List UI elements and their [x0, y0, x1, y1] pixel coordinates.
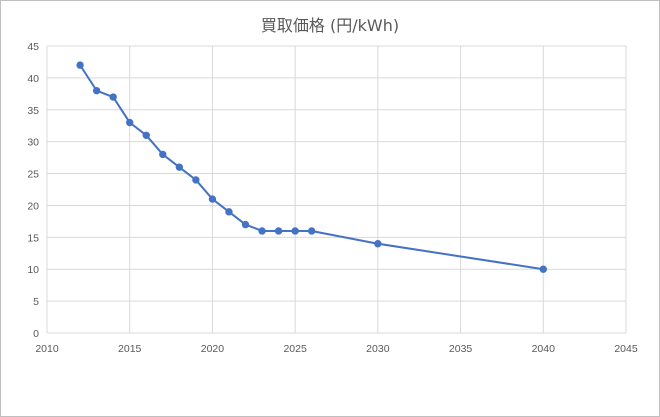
x-tick-label: 2025	[283, 343, 307, 355]
y-tick-label: 25	[27, 169, 39, 181]
x-tick-label: 2015	[118, 343, 142, 355]
data-point	[539, 265, 547, 273]
data-point	[175, 163, 184, 171]
data-point	[208, 195, 217, 203]
data-point	[126, 118, 134, 127]
data-point	[225, 208, 233, 216]
x-tick-label: 2010	[35, 343, 59, 355]
y-tick-label: 15	[27, 232, 39, 244]
data-point	[92, 86, 101, 95]
y-tick-label: 0	[33, 328, 39, 340]
data-point	[241, 220, 250, 229]
y-tick-label: 40	[27, 73, 39, 85]
data-point	[374, 240, 382, 248]
data-point	[291, 227, 299, 235]
x-tick-label: 2020	[201, 343, 225, 355]
grid-lines	[46, 45, 627, 334]
data-point	[159, 150, 167, 159]
y-tick-label: 35	[27, 105, 39, 117]
data-point	[76, 61, 84, 69]
chart-title: 買取価格 (円/kWh)	[261, 16, 399, 35]
y-tick-label: 20	[27, 200, 39, 212]
data-series	[76, 61, 547, 273]
y-tick-label: 5	[33, 296, 39, 308]
series-line	[79, 64, 544, 271]
y-tick-label: 45	[27, 41, 39, 53]
data-point	[274, 227, 283, 235]
data-point	[307, 227, 316, 235]
x-tick-label: 2030	[366, 343, 390, 355]
data-point	[258, 227, 266, 235]
y-tick-label: 10	[27, 264, 39, 276]
x-tick-label: 2040	[532, 343, 556, 355]
data-point	[109, 93, 117, 101]
x-tick-label: 2035	[449, 343, 473, 355]
data-point	[142, 131, 150, 139]
y-tick-label: 30	[27, 137, 39, 149]
data-point	[192, 176, 200, 184]
x-tick-label: 2045	[614, 343, 638, 355]
